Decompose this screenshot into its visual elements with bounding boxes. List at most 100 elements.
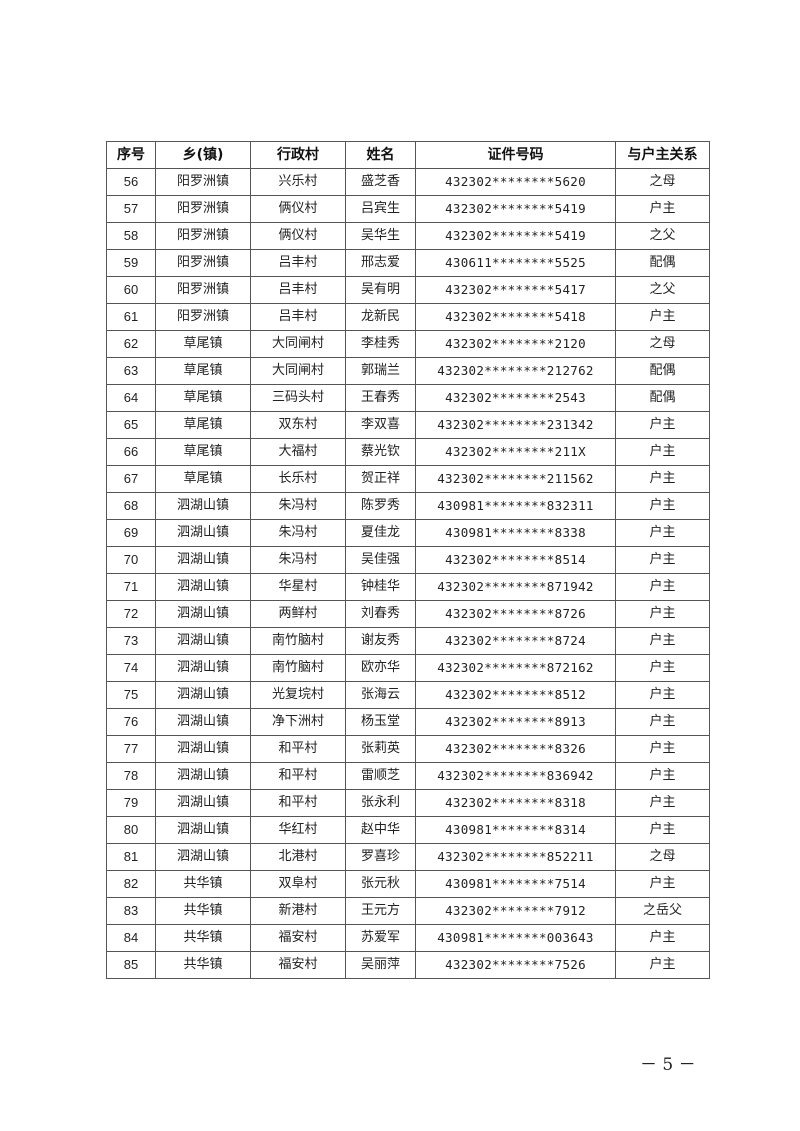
cell-index: 77 [106,735,156,763]
table-row: 70 泗湖山镇 朱冯村 吴佳强 432302********8514 户主 [106,546,710,574]
cell-township: 共华镇 [155,951,251,979]
cell-name: 龙新民 [345,303,416,331]
table-row: 77 泗湖山镇 和平村 张莉英 432302********8326 户主 [106,735,710,763]
cell-id-number: 432302********2120 [415,330,616,358]
cell-index: 67 [106,465,156,493]
cell-id-number: 430981********8338 [415,519,616,547]
cell-relation: 户主 [615,573,710,601]
col-header-id-number: 证件号码 [415,141,616,169]
cell-name: 王春秀 [345,384,416,412]
cell-name: 吴丽萍 [345,951,416,979]
cell-id-number: 432302********211X [415,438,616,466]
cell-id-number: 432302********8512 [415,681,616,709]
cell-index: 69 [106,519,156,547]
cell-name: 苏爱军 [345,924,416,952]
cell-relation: 之母 [615,843,710,871]
cell-id-number: 432302********8326 [415,735,616,763]
cell-index: 71 [106,573,156,601]
page-number: － 5 － [640,1055,696,1075]
cell-village: 福安村 [250,924,346,952]
table-row: 57 阳罗洲镇 俩仪村 吕宾生 432302********5419 户主 [106,195,710,223]
cell-township: 泗湖山镇 [155,627,251,655]
table-row: 74 泗湖山镇 南竹脑村 欧亦华 432302********872162 户主 [106,654,710,682]
cell-relation: 户主 [615,195,710,223]
cell-township: 泗湖山镇 [155,600,251,628]
cell-id-number: 430981********7514 [415,870,616,898]
cell-name: 刘春秀 [345,600,416,628]
cell-id-number: 432302********8724 [415,627,616,655]
cell-relation: 户主 [615,600,710,628]
cell-name: 张永利 [345,789,416,817]
table-row: 76 泗湖山镇 净下洲村 杨玉堂 432302********8913 户主 [106,708,710,736]
cell-township: 泗湖山镇 [155,546,251,574]
cell-relation: 户主 [615,924,710,952]
table-row: 60 阳罗洲镇 吕丰村 吴有明 432302********5417 之父 [106,276,710,304]
cell-index: 74 [106,654,156,682]
cell-index: 65 [106,411,156,439]
cell-id-number: 432302********5419 [415,222,616,250]
cell-village: 大同闸村 [250,330,346,358]
cell-township: 草尾镇 [155,357,251,385]
cell-name: 吴华生 [345,222,416,250]
cell-name: 吕宾生 [345,195,416,223]
cell-index: 61 [106,303,156,331]
cell-relation: 户主 [615,519,710,547]
cell-village: 华红村 [250,816,346,844]
cell-township: 草尾镇 [155,330,251,358]
cell-relation: 户主 [615,627,710,655]
cell-name: 吴佳强 [345,546,416,574]
cell-index: 82 [106,870,156,898]
cell-village: 和平村 [250,789,346,817]
cell-township: 泗湖山镇 [155,816,251,844]
cell-township: 共华镇 [155,870,251,898]
cell-village: 福安村 [250,951,346,979]
cell-index: 85 [106,951,156,979]
cell-township: 泗湖山镇 [155,708,251,736]
cell-index: 62 [106,330,156,358]
table-row: 80 泗湖山镇 华红村 赵中华 430981********8314 户主 [106,816,710,844]
cell-village: 南竹脑村 [250,627,346,655]
cell-village: 吕丰村 [250,303,346,331]
col-header-relation: 与户主关系 [615,141,710,169]
cell-village: 两鲜村 [250,600,346,628]
cell-index: 64 [106,384,156,412]
cell-id-number: 432302********8514 [415,546,616,574]
cell-id-number: 432302********8913 [415,708,616,736]
cell-village: 朱冯村 [250,519,346,547]
cell-id-number: 432302********852211 [415,843,616,871]
cell-name: 盛芝香 [345,168,416,196]
cell-township: 阳罗洲镇 [155,195,251,223]
cell-village: 双阜村 [250,870,346,898]
cell-village: 净下洲村 [250,708,346,736]
table-row: 84 共华镇 福安村 苏爱军 430981********003643 户主 [106,924,710,952]
cell-index: 72 [106,600,156,628]
cell-id-number: 430981********832311 [415,492,616,520]
cell-township: 草尾镇 [155,384,251,412]
cell-name: 张元秋 [345,870,416,898]
cell-id-number: 430981********8314 [415,816,616,844]
cell-name: 赵中华 [345,816,416,844]
cell-index: 66 [106,438,156,466]
cell-village: 北港村 [250,843,346,871]
cell-id-number: 432302********211562 [415,465,616,493]
cell-township: 泗湖山镇 [155,735,251,763]
table-header-row: 序号 乡(镇) 行政村 姓名 证件号码 与户主关系 [106,141,710,169]
cell-township: 泗湖山镇 [155,654,251,682]
table-row: 71 泗湖山镇 华星村 钟桂华 432302********871942 户主 [106,573,710,601]
cell-id-number: 432302********5419 [415,195,616,223]
cell-township: 泗湖山镇 [155,762,251,790]
table-row: 61 阳罗洲镇 吕丰村 龙新民 432302********5418 户主 [106,303,710,331]
cell-village: 朱冯村 [250,546,346,574]
table-row: 68 泗湖山镇 朱冯村 陈罗秀 430981********832311 户主 [106,492,710,520]
cell-relation: 之父 [615,276,710,304]
cell-name: 贺正祥 [345,465,416,493]
cell-name: 邢志爱 [345,249,416,277]
cell-id-number: 432302********5620 [415,168,616,196]
table-row: 59 阳罗洲镇 吕丰村 邢志爱 430611********5525 配偶 [106,249,710,277]
cell-id-number: 432302********836942 [415,762,616,790]
cell-id-number: 430981********003643 [415,924,616,952]
cell-village: 双东村 [250,411,346,439]
cell-id-number: 432302********2543 [415,384,616,412]
cell-index: 58 [106,222,156,250]
table-row: 81 泗湖山镇 北港村 罗喜珍 432302********852211 之母 [106,843,710,871]
